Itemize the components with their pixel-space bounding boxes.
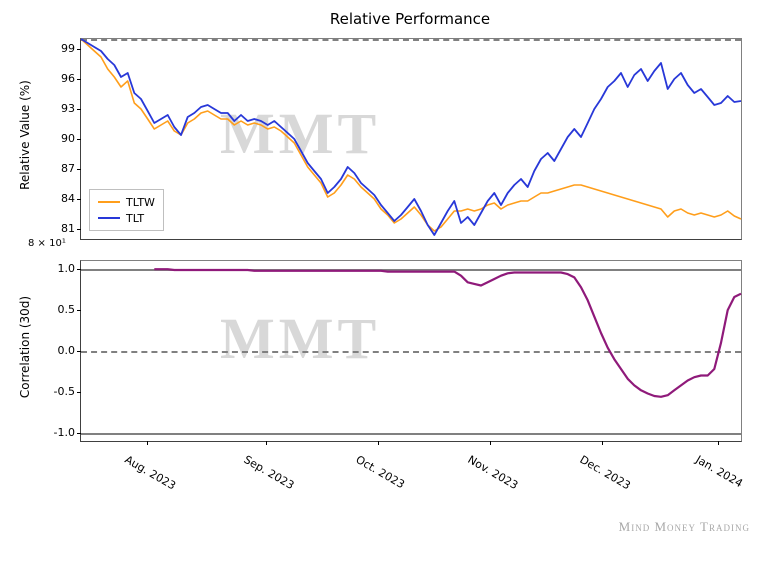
chart-title: Relative Performance (80, 10, 740, 28)
legend-item-tlt: TLT (98, 210, 155, 226)
ylabel-relative-value: Relative Value (%) (18, 75, 32, 195)
relative-value-lines (81, 39, 741, 239)
legend: TLTW TLT (89, 189, 164, 231)
legend-item-tltw: TLTW (98, 194, 155, 210)
ylabel-correlation: Correlation (30d) (18, 282, 32, 412)
correlation-line (81, 261, 741, 441)
chart-container: Relative Performance MMT MMT TLTW TLT 81… (80, 10, 740, 510)
legend-swatch-tltw (98, 201, 120, 203)
legend-label-tlt: TLT (126, 212, 144, 225)
correlation-panel: -1.0-0.50.00.51.0 Aug. 2023Sep. 2023Oct.… (80, 260, 742, 442)
attribution-text: Mind Money Trading (619, 519, 750, 535)
relative-value-panel: TLTW TLT 81848790939699 (80, 38, 742, 240)
legend-label-tltw: TLTW (126, 196, 155, 209)
legend-swatch-tlt (98, 217, 120, 219)
axis-exponent-label: 8 × 10¹ (28, 238, 66, 249)
